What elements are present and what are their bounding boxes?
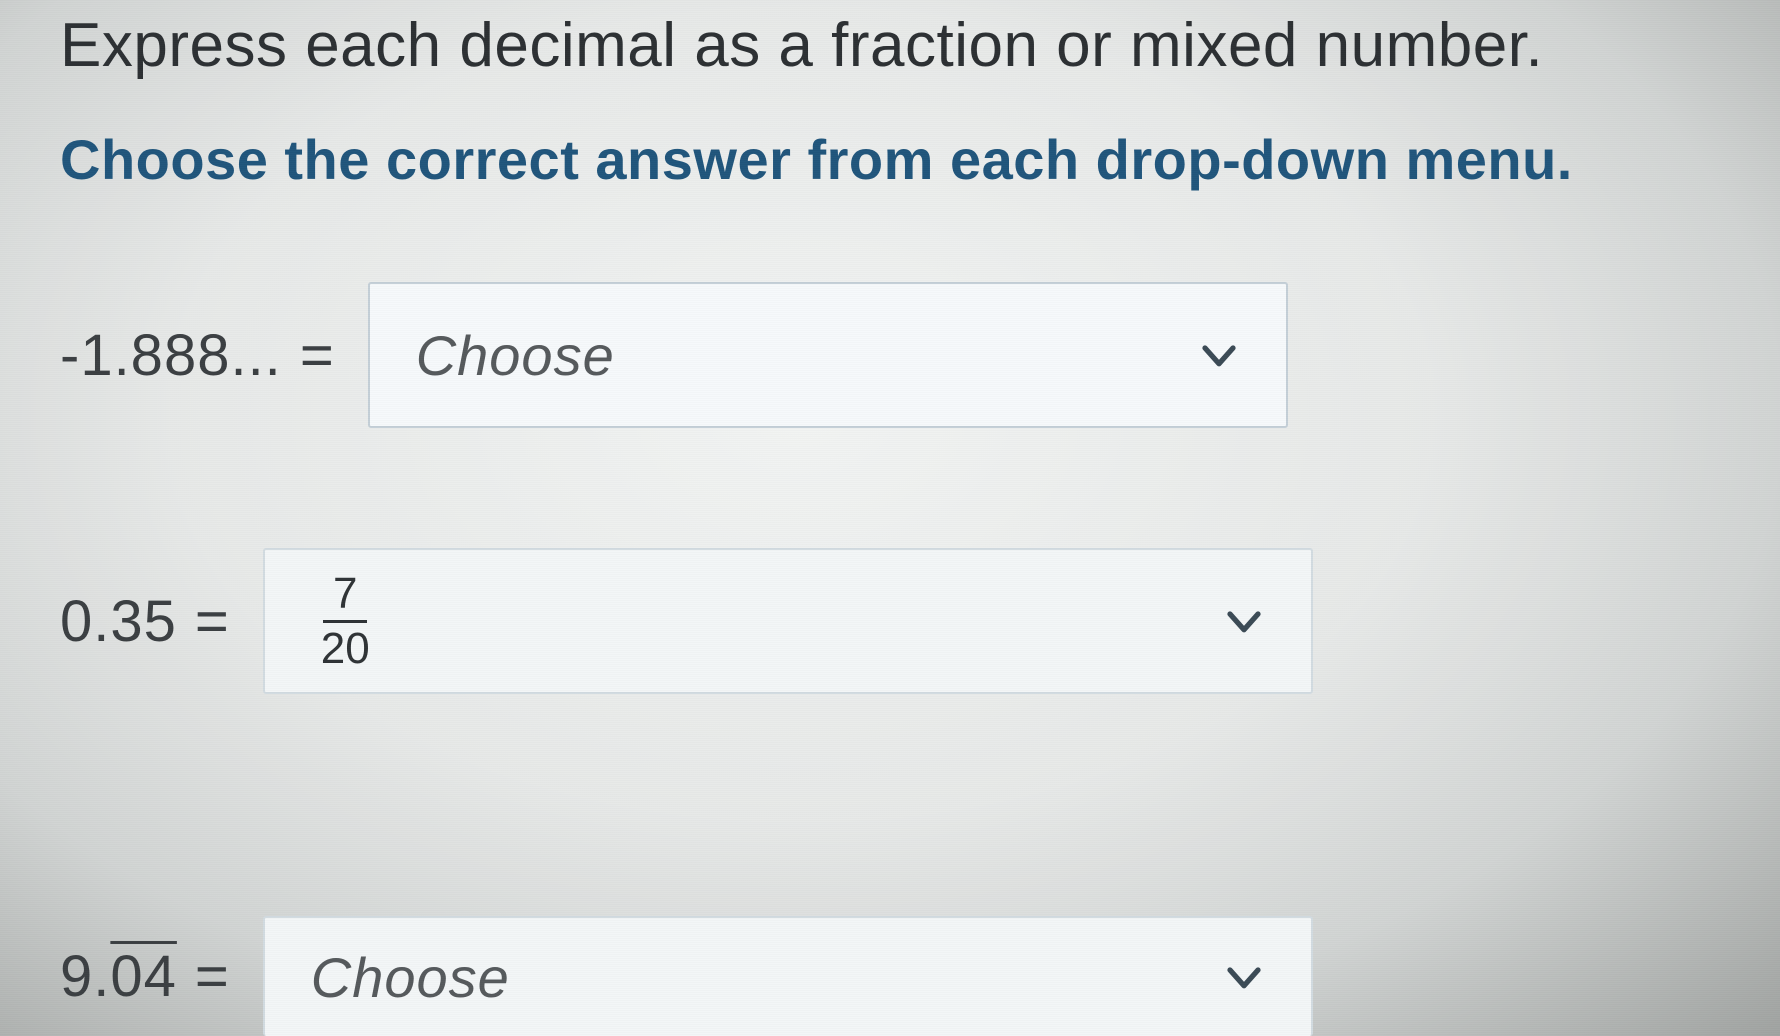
answer-dropdown[interactable]: Choose — [368, 282, 1288, 428]
dropdown-placeholder: Choose — [416, 323, 615, 388]
fraction-numerator: 7 — [323, 572, 367, 623]
lhs-text: -1.888... — [60, 323, 282, 388]
fraction-denominator: 20 — [311, 623, 380, 671]
problem-row: -1.888... = Choose — [60, 282, 1780, 428]
chevron-down-icon — [1223, 600, 1265, 642]
question-instruction: Choose the correct answer from each drop… — [60, 127, 1780, 192]
lhs-prefix: 9. — [60, 944, 110, 1009]
lhs-repeating: 04 — [110, 944, 177, 1009]
chevron-down-icon — [1198, 334, 1240, 376]
problem-lhs: 9.04 — [60, 943, 177, 1010]
problem-row: 9.04 = Choose — [60, 916, 1313, 1036]
dropdown-selected-value: 7 20 — [311, 572, 380, 671]
problem-row: 0.35 = 7 20 — [60, 548, 1780, 694]
chevron-down-icon — [1223, 956, 1265, 998]
problem-lhs: -1.888... — [60, 322, 282, 389]
equals-sign: = — [195, 943, 229, 1010]
fraction: 7 20 — [311, 572, 380, 671]
lhs-text: 0.35 — [60, 589, 177, 654]
question-title: Express each decimal as a fraction or mi… — [60, 10, 1780, 81]
equals-sign: = — [300, 322, 334, 389]
answer-dropdown[interactable]: 7 20 — [263, 548, 1313, 694]
dropdown-placeholder: Choose — [311, 945, 510, 1010]
problem-lhs: 0.35 — [60, 588, 177, 655]
equals-sign: = — [195, 588, 229, 655]
answer-dropdown[interactable]: Choose — [263, 916, 1313, 1036]
question-content: Express each decimal as a fraction or mi… — [60, 10, 1780, 694]
